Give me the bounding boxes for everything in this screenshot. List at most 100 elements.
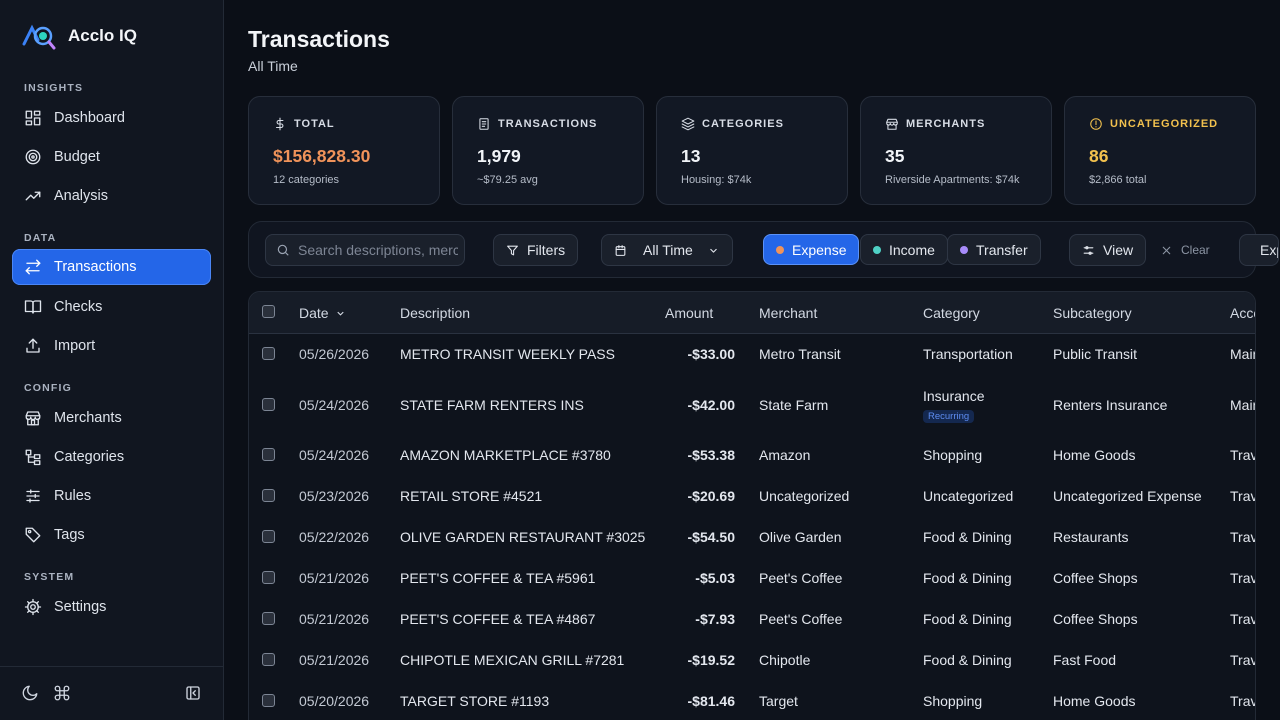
select-all-checkbox[interactable] <box>262 305 275 318</box>
cell-category[interactable]: Insurance <box>923 388 985 404</box>
cell-account: Travel Card <box>1230 488 1255 504</box>
cell-merchant[interactable]: Uncategorized <box>759 488 850 504</box>
search-box[interactable] <box>265 234 465 266</box>
row-checkbox[interactable] <box>262 489 275 502</box>
cell-description: RETAIL STORE #4521 <box>400 488 543 504</box>
cell-amount: -$53.38 <box>687 447 735 463</box>
calendar-icon <box>615 244 626 256</box>
sidebar-item-categories[interactable]: Categories <box>12 439 211 475</box>
cell-account: Travel Card <box>1230 570 1255 586</box>
row-checkbox[interactable] <box>262 448 275 461</box>
section-label-insights: INSIGHTS <box>24 82 84 94</box>
sidebar-item-checks[interactable]: Checks <box>12 289 211 325</box>
column-header-merchant[interactable]: Merchant <box>759 305 818 321</box>
table-row[interactable]: 05/20/2026 TARGET STORE #1193 -$81.46 Targe… <box>249 681 1255 720</box>
sidebar-item-settings[interactable]: Settings <box>12 589 211 625</box>
column-header-description[interactable]: Description <box>400 305 471 321</box>
cell-subcategory[interactable]: Restaurants <box>1053 529 1129 545</box>
cell-merchant[interactable]: Olive Garden <box>759 529 842 545</box>
cell-merchant[interactable]: Target <box>759 693 798 709</box>
row-checkbox[interactable] <box>262 398 275 411</box>
view-button[interactable]: View <box>1069 234 1147 266</box>
table-row[interactable]: 05/26/2026 METRO TRANSIT WEEKLY PASS -$33.… <box>249 334 1255 376</box>
cell-category[interactable]: Food & Dining <box>923 652 1012 668</box>
clear-button[interactable]: Clear <box>1147 234 1223 266</box>
row-checkbox[interactable] <box>262 571 275 584</box>
column-header-amount[interactable]: Amount <box>665 305 714 321</box>
transfer-icon <box>25 259 41 275</box>
table-row[interactable]: 05/24/2026 STATE FARM RENTERS INS -$42.00 S… <box>249 376 1255 435</box>
cell-subcategory[interactable]: Renters Insurance <box>1053 397 1168 413</box>
column-header-date[interactable]: Date <box>299 305 346 321</box>
row-checkbox[interactable] <box>262 530 275 543</box>
cell-amount: -$19.52 <box>687 652 735 668</box>
filters-button[interactable]: Filters <box>493 234 579 266</box>
row-checkbox[interactable] <box>262 612 275 625</box>
sidebar-item-analysis[interactable]: Analysis <box>12 178 211 214</box>
table-row[interactable]: 05/21/2026 PEET'S COFFEE & TEA #4867 -$7.9… <box>249 599 1255 640</box>
store-icon <box>886 118 898 130</box>
cell-merchant[interactable]: Peet's Coffee <box>759 570 843 586</box>
export-button[interactable]: Export <box>1239 234 1279 266</box>
sidebar-item-budget[interactable]: Budget <box>12 139 211 175</box>
sidebar-item-merchants[interactable]: Merchants <box>12 400 211 436</box>
cell-subcategory[interactable]: Home Goods <box>1053 693 1136 709</box>
cell-subcategory[interactable]: Home Goods <box>1053 447 1136 463</box>
sidebar-item-rules[interactable]: Rules <box>12 478 211 514</box>
cell-category[interactable]: Shopping <box>923 693 983 709</box>
cell-merchant[interactable]: Metro Transit <box>759 346 841 362</box>
table-row[interactable]: 05/21/2026 PEET'S COFFEE & TEA #5961 -$5.0… <box>249 558 1255 599</box>
column-header-account[interactable]: Account <box>1230 305 1255 321</box>
cell-merchant[interactable]: Chipotle <box>759 652 811 668</box>
cell-category[interactable]: Transportation <box>923 346 1013 362</box>
type-expense-toggle[interactable]: Expense <box>763 234 860 265</box>
cell-amount: -$81.46 <box>687 693 735 709</box>
dashboard-icon <box>25 110 41 126</box>
type-transfer-toggle[interactable]: Transfer <box>947 234 1041 265</box>
table-row[interactable]: 05/21/2026 CHIPOTLE MEXICAN GRILL #7281 -$… <box>249 640 1255 681</box>
sliders-icon <box>1083 245 1094 255</box>
table-row[interactable]: 05/23/2026 RETAIL STORE #4521 -$20.69 Uncat… <box>249 476 1255 517</box>
cell-category[interactable]: Shopping <box>923 447 983 463</box>
sidebar-item-tags[interactable]: Tags <box>12 517 211 553</box>
column-header-subcategory[interactable]: Subcategory <box>1053 305 1132 321</box>
sidebar-item-transactions[interactable]: Transactions <box>12 249 211 285</box>
moon-icon[interactable] <box>21 684 39 702</box>
date-range-select[interactable]: All Time <box>601 234 733 266</box>
collapse-sidebar-icon[interactable] <box>184 684 202 702</box>
row-checkbox[interactable] <box>262 347 275 360</box>
cell-category[interactable]: Food & Dining <box>923 529 1012 545</box>
table-row[interactable]: 05/24/2026 AMAZON MARKETPLACE #3780 -$53.3… <box>249 435 1255 476</box>
cell-merchant[interactable]: Amazon <box>759 447 811 463</box>
cell-date: 05/21/2026 <box>299 611 370 627</box>
cell-category[interactable]: Food & Dining <box>923 611 1012 627</box>
column-header-category[interactable]: Category <box>923 305 980 321</box>
stat-label: TOTAL <box>294 118 335 130</box>
cell-subcategory[interactable]: Coffee Shops <box>1053 570 1138 586</box>
type-income-toggle[interactable]: Income <box>860 234 948 265</box>
upload-icon <box>26 338 40 353</box>
cell-date: 05/24/2026 <box>299 447 370 463</box>
cell-category[interactable]: Food & Dining <box>923 570 1012 586</box>
logo-icon <box>22 24 56 50</box>
brand[interactable]: Acclo IQ <box>22 22 137 50</box>
cell-merchant[interactable]: State Farm <box>759 397 829 413</box>
table-row[interactable]: 05/22/2026 OLIVE GARDEN RESTAURANT #3025 -… <box>249 517 1255 558</box>
stat-card-categories: CATEGORIES 13 Housing: $74k <box>656 96 848 205</box>
sidebar-item-dashboard[interactable]: Dashboard <box>12 100 211 136</box>
search-input[interactable] <box>298 242 458 258</box>
cell-subcategory[interactable]: Public Transit <box>1053 346 1138 362</box>
section-label-config: CONFIG <box>24 382 73 394</box>
row-checkbox[interactable] <box>262 694 275 707</box>
command-icon[interactable] <box>53 684 71 702</box>
cell-subcategory[interactable]: Coffee Shops <box>1053 611 1138 627</box>
cell-merchant[interactable]: Peet's Coffee <box>759 611 843 627</box>
sidebar-item-label: Transactions <box>54 259 137 275</box>
cell-category[interactable]: Uncategorized <box>923 488 1014 504</box>
tag-icon <box>25 527 41 543</box>
cell-subcategory[interactable]: Uncategorized Expense <box>1053 488 1202 504</box>
row-checkbox[interactable] <box>262 653 275 666</box>
stat-card-uncategorized[interactable]: UNCATEGORIZED 86 $2,866 total <box>1064 96 1256 205</box>
cell-subcategory[interactable]: Fast Food <box>1053 652 1117 668</box>
sidebar-item-import[interactable]: Import <box>12 328 211 364</box>
